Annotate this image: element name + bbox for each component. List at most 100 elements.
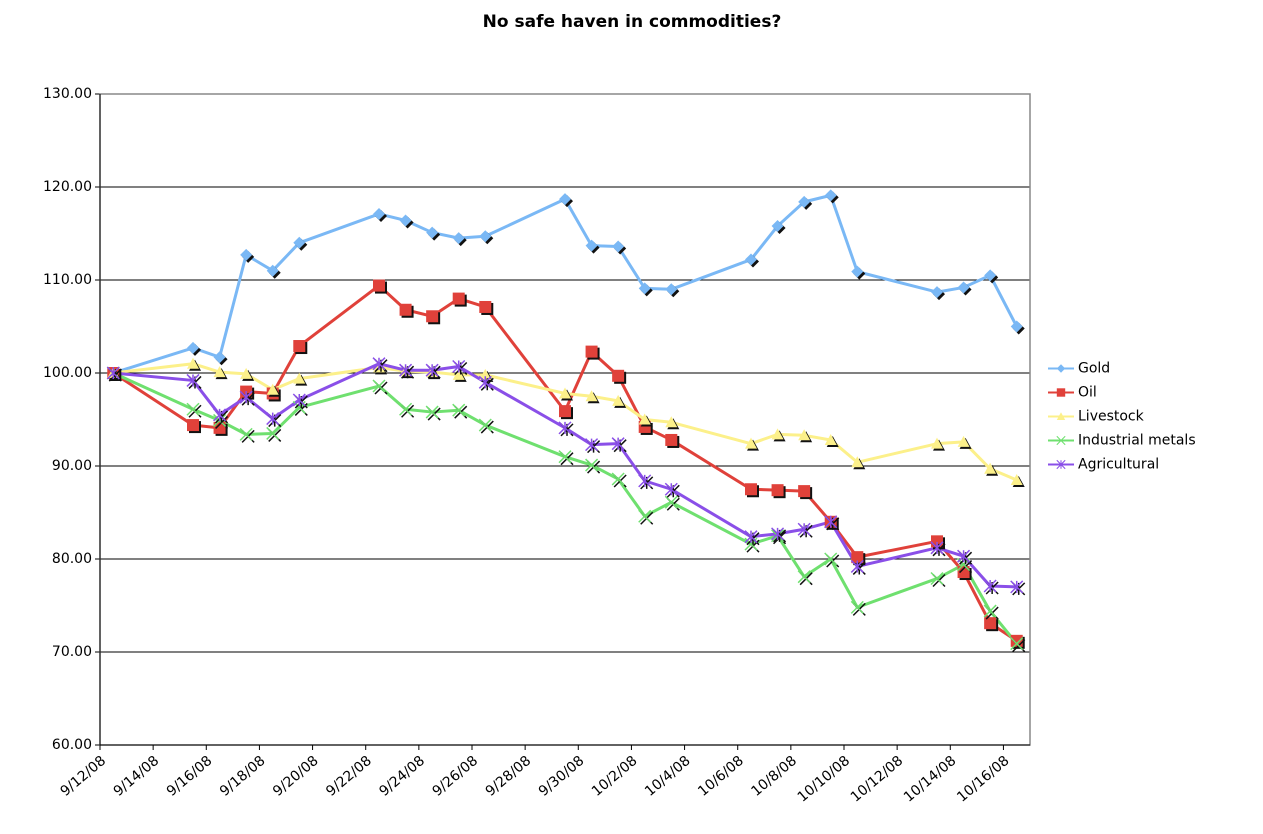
marker-shape xyxy=(293,372,306,384)
marker xyxy=(585,239,600,254)
marker xyxy=(612,394,627,408)
marker xyxy=(425,363,441,379)
marker-shape xyxy=(452,403,466,417)
marker xyxy=(399,214,414,229)
marker-shape xyxy=(931,437,943,449)
marker xyxy=(931,437,945,451)
x-tick-label: 10/4/08 xyxy=(642,753,694,800)
x-tick-label: 10/12/08 xyxy=(848,753,906,806)
marker-shape xyxy=(983,604,997,618)
marker-shape xyxy=(1010,473,1023,485)
marker xyxy=(293,340,308,355)
marker xyxy=(931,286,945,301)
marker xyxy=(425,405,441,421)
marker-shape xyxy=(797,570,811,584)
marker-shape xyxy=(478,418,492,432)
marker xyxy=(559,387,573,401)
marker xyxy=(957,281,972,296)
marker-shape xyxy=(957,566,970,579)
marker-shape xyxy=(771,484,784,497)
marker xyxy=(1056,459,1066,470)
marker-shape xyxy=(558,421,572,435)
marker xyxy=(612,240,627,255)
marker-shape xyxy=(1010,580,1024,594)
marker xyxy=(399,363,415,379)
marker-shape xyxy=(745,437,757,449)
x-tick-label: 9/22/08 xyxy=(323,753,375,800)
marker-shape xyxy=(266,264,279,277)
marker xyxy=(372,357,388,373)
marker-shape xyxy=(824,552,838,566)
marker-shape xyxy=(984,269,997,282)
marker-shape xyxy=(931,286,943,299)
y-tick-label: 60.00 xyxy=(52,737,92,753)
marker xyxy=(585,345,600,360)
marker-shape xyxy=(452,292,465,305)
marker xyxy=(771,527,787,543)
marker xyxy=(798,195,813,210)
marker xyxy=(771,220,786,235)
marker xyxy=(240,248,255,263)
marker xyxy=(797,522,813,538)
marker xyxy=(399,303,414,318)
marker-shape xyxy=(266,412,280,426)
marker xyxy=(186,373,202,389)
legend-label: Gold xyxy=(1078,361,1110,377)
x-tick-label: 10/10/08 xyxy=(795,753,853,806)
marker-shape xyxy=(744,530,758,544)
marker-shape xyxy=(106,366,120,380)
marker-shape xyxy=(266,383,279,395)
marker xyxy=(106,366,122,382)
x-tick-label: 9/26/08 xyxy=(430,753,482,800)
marker-shape xyxy=(664,482,678,496)
marker-shape xyxy=(771,428,784,440)
marker xyxy=(611,437,627,453)
marker-shape xyxy=(851,265,864,278)
marker xyxy=(984,617,999,632)
marker-shape xyxy=(797,522,811,536)
marker-shape xyxy=(187,341,199,354)
x-tick-label: 10/8/08 xyxy=(748,753,800,800)
marker-shape xyxy=(1056,412,1066,420)
marker-shape xyxy=(771,220,784,233)
marker-shape xyxy=(1010,634,1023,647)
marker xyxy=(665,283,680,298)
x-tick-label: 9/16/08 xyxy=(164,753,216,800)
marker xyxy=(824,433,839,447)
marker xyxy=(187,357,201,371)
marker xyxy=(399,402,415,418)
series-line xyxy=(112,193,1019,375)
y-tick-label: 130.00 xyxy=(43,86,92,102)
marker-shape xyxy=(798,429,811,441)
marker-shape xyxy=(664,495,678,509)
marker-shape xyxy=(850,559,864,573)
marker xyxy=(187,341,201,356)
marker xyxy=(479,300,494,315)
marker xyxy=(798,429,813,443)
marker-shape xyxy=(824,189,837,202)
marker-shape xyxy=(479,230,492,243)
marker xyxy=(293,372,308,386)
marker-shape xyxy=(479,368,492,380)
marker xyxy=(1056,412,1066,420)
marker-shape xyxy=(638,474,652,488)
marker-shape xyxy=(1056,364,1066,373)
y-tick-label: 100.00 xyxy=(43,365,92,381)
marker xyxy=(638,282,653,297)
marker-shape xyxy=(452,359,466,374)
marker-shape xyxy=(611,437,625,451)
marker-shape xyxy=(638,413,651,425)
marker-shape xyxy=(1056,388,1066,397)
marker-shape xyxy=(957,549,971,563)
marker-shape xyxy=(665,283,678,296)
marker-shape xyxy=(559,387,571,399)
marker xyxy=(426,226,441,241)
marker-shape xyxy=(585,458,599,472)
marker-shape xyxy=(373,279,385,292)
x-tick-label: 9/12/08 xyxy=(58,753,110,800)
marker xyxy=(664,482,680,498)
marker-shape xyxy=(266,426,280,440)
marker xyxy=(1010,473,1025,487)
marker xyxy=(266,426,282,442)
